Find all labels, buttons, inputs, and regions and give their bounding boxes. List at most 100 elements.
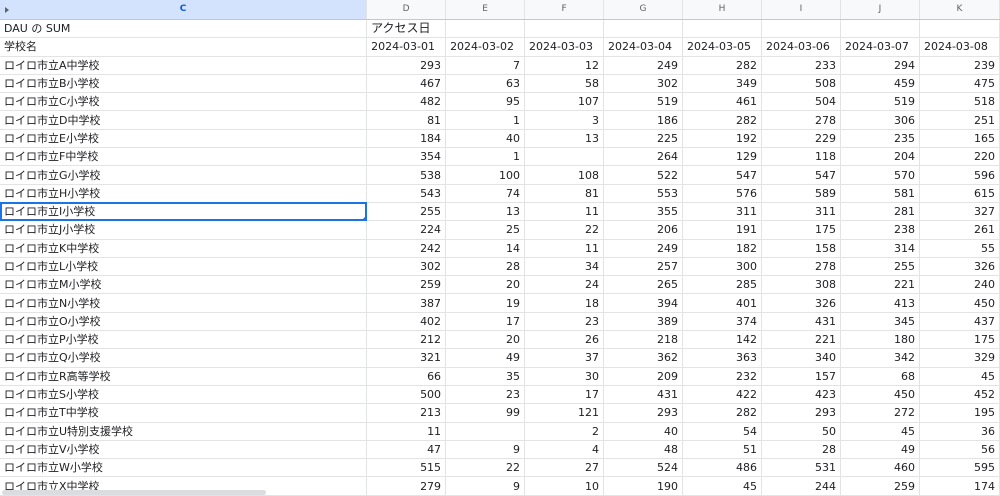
dau-value-cell[interactable]: 56	[919, 440, 1000, 460]
dau-value-cell[interactable]: 17	[524, 385, 605, 405]
dau-value-cell[interactable]: 19	[445, 293, 526, 313]
dau-value-cell[interactable]: 374	[682, 312, 762, 332]
dau-value-cell[interactable]: 285	[682, 275, 762, 295]
dau-value-cell[interactable]	[445, 422, 526, 441]
dau-value-cell[interactable]: 326	[919, 257, 1000, 277]
column-header-e[interactable]: E	[445, 0, 526, 20]
dau-value-cell[interactable]: 308	[761, 275, 841, 295]
dau-value-cell[interactable]: 518	[919, 92, 1000, 112]
dau-value-cell[interactable]: 209	[603, 367, 684, 386]
dau-value-cell[interactable]: 11	[366, 422, 447, 441]
dau-value-cell[interactable]: 504	[761, 92, 841, 112]
empty-cell[interactable]	[524, 19, 605, 39]
dau-value-cell[interactable]: 482	[366, 92, 447, 112]
dau-value-cell[interactable]: 413	[840, 293, 920, 313]
dau-value-cell[interactable]: 394	[603, 293, 684, 313]
column-header-k[interactable]: K	[919, 0, 1000, 20]
school-name-cell[interactable]: ロイロ市立O小学校	[0, 312, 368, 332]
school-name-cell[interactable]: ロイロ市立M小学校	[0, 275, 368, 295]
dau-value-cell[interactable]: 9	[445, 476, 526, 496]
dau-value-cell[interactable]: 342	[840, 348, 920, 368]
school-name-cell[interactable]: ロイロ市立W小学校	[0, 458, 368, 478]
dau-value-cell[interactable]: 4	[524, 440, 605, 460]
dau-value-cell[interactable]: 264	[603, 147, 684, 167]
school-name-cell[interactable]: ロイロ市立G小学校	[0, 165, 368, 185]
dau-value-cell[interactable]: 81	[366, 110, 447, 130]
dau-value-cell[interactable]: 589	[761, 184, 841, 203]
school-name-cell[interactable]: ロイロ市立A中学校	[0, 56, 368, 75]
dau-value-cell[interactable]: 278	[761, 257, 841, 277]
dau-value-cell[interactable]: 240	[919, 275, 1000, 295]
dau-value-cell[interactable]: 107	[524, 92, 605, 112]
dau-value-cell[interactable]: 108	[524, 165, 605, 185]
dau-value-cell[interactable]: 10	[524, 476, 605, 496]
dau-value-cell[interactable]: 40	[445, 129, 526, 149]
dau-value-cell[interactable]: 100	[445, 165, 526, 185]
dau-value-cell[interactable]: 389	[603, 312, 684, 332]
dau-value-cell[interactable]: 35	[445, 367, 526, 386]
dau-value-cell[interactable]: 9	[445, 440, 526, 460]
dau-value-cell[interactable]: 257	[603, 257, 684, 277]
dau-value-cell[interactable]: 7	[445, 56, 526, 75]
dau-value-cell[interactable]: 615	[919, 184, 1000, 203]
dau-value-cell[interactable]: 49	[840, 440, 920, 460]
dau-value-cell[interactable]: 192	[682, 129, 762, 149]
dau-value-cell[interactable]: 387	[366, 293, 447, 313]
dau-value-cell[interactable]: 158	[761, 239, 841, 258]
dau-value-cell[interactable]: 437	[919, 312, 1000, 332]
dau-value-cell[interactable]: 27	[524, 458, 605, 478]
dau-value-cell[interactable]: 279	[366, 476, 447, 496]
dau-value-cell[interactable]: 423	[761, 385, 841, 405]
column-header-i[interactable]: I	[761, 0, 841, 20]
dau-value-cell[interactable]: 224	[366, 220, 447, 240]
column-header-g[interactable]: G	[603, 0, 684, 20]
dau-value-cell[interactable]: 524	[603, 458, 684, 478]
dau-value-cell[interactable]: 40	[603, 422, 684, 441]
horizontal-scrollbar[interactable]	[2, 490, 266, 495]
school-name-cell[interactable]: ロイロ市立E小学校	[0, 129, 368, 149]
school-name-cell[interactable]: ロイロ市立C小学校	[0, 92, 368, 112]
dau-value-cell[interactable]: 45	[840, 422, 920, 441]
column-header-h[interactable]: H	[682, 0, 762, 20]
dau-value-cell[interactable]: 34	[524, 257, 605, 277]
dau-value-cell[interactable]: 543	[366, 184, 447, 203]
column-header-c[interactable]: C	[0, 0, 368, 20]
dau-value-cell[interactable]: 282	[682, 56, 762, 75]
pivot-row-field-label[interactable]: 学校名	[0, 37, 368, 57]
dau-value-cell[interactable]: 278	[761, 110, 841, 130]
dau-value-cell[interactable]: 47	[366, 440, 447, 460]
dau-value-cell[interactable]: 345	[840, 312, 920, 332]
dau-value-cell[interactable]: 515	[366, 458, 447, 478]
dau-value-cell[interactable]: 570	[840, 165, 920, 185]
pivot-value-label[interactable]: DAU の SUM	[0, 19, 368, 39]
dau-value-cell[interactable]: 596	[919, 165, 1000, 185]
dau-value-cell[interactable]: 422	[682, 385, 762, 405]
dau-value-cell[interactable]: 68	[840, 367, 920, 386]
dau-value-cell[interactable]: 54	[682, 422, 762, 441]
school-name-cell[interactable]: ロイロ市立B小学校	[0, 74, 368, 94]
dau-value-cell[interactable]: 28	[761, 440, 841, 460]
empty-cell[interactable]	[919, 19, 1000, 39]
fill-handle[interactable]	[363, 217, 366, 220]
school-name-cell[interactable]: ロイロ市立F中学校	[0, 147, 368, 167]
dau-value-cell[interactable]: 522	[603, 165, 684, 185]
dau-value-cell[interactable]: 157	[761, 367, 841, 386]
dau-value-cell[interactable]: 63	[445, 74, 526, 94]
dau-value-cell[interactable]: 11	[524, 202, 605, 222]
dau-value-cell[interactable]: 327	[919, 202, 1000, 222]
dau-value-cell[interactable]: 431	[761, 312, 841, 332]
empty-cell[interactable]	[682, 19, 762, 39]
dau-value-cell[interactable]: 1	[445, 110, 526, 130]
dau-value-cell[interactable]: 51	[682, 440, 762, 460]
dau-value-cell[interactable]: 204	[840, 147, 920, 167]
dau-value-cell[interactable]: 142	[682, 330, 762, 350]
dau-value-cell[interactable]: 431	[603, 385, 684, 405]
date-header[interactable]: 2024-03-04	[603, 37, 684, 57]
dau-value-cell[interactable]: 20	[445, 275, 526, 295]
dau-value-cell[interactable]: 340	[761, 348, 841, 368]
dau-value-cell[interactable]: 300	[682, 257, 762, 277]
dau-value-cell[interactable]: 23	[524, 312, 605, 332]
dau-value-cell[interactable]: 2	[524, 422, 605, 441]
dau-value-cell[interactable]: 553	[603, 184, 684, 203]
dau-value-cell[interactable]: 302	[603, 74, 684, 94]
